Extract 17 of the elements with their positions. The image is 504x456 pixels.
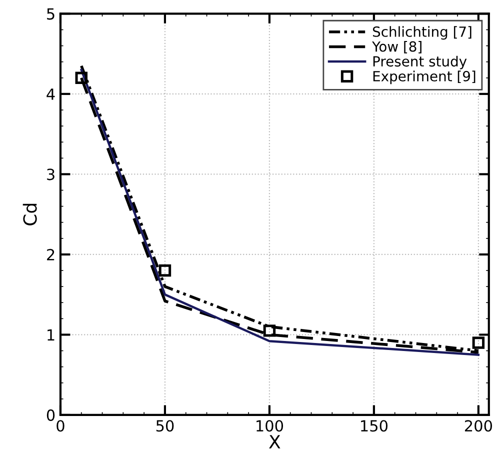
legend-label: Experiment [9]: [373, 70, 476, 84]
x-tick-label: 0: [56, 420, 64, 432]
x-tick-label: 150: [361, 420, 388, 432]
x-tick-label: 100: [256, 420, 284, 432]
legend-label: Schlichting [7]: [372, 26, 472, 40]
x-tick-label: 50: [156, 420, 174, 432]
y-tick-label: 2: [47, 248, 54, 260]
x-tick-label: 200: [464, 420, 492, 432]
x-axis-title: X: [269, 435, 280, 448]
y-tick-label: 4: [46, 88, 55, 100]
y-tick-label: 5: [47, 8, 54, 20]
y-axis-title: Cd: [22, 204, 37, 226]
y-tick-label: 0: [46, 409, 55, 421]
legend-label: Yow [8]: [372, 41, 422, 54]
y-tick-label: 1: [48, 329, 54, 341]
y-tick-label: 3: [47, 168, 54, 180]
legend-label: Present study: [373, 56, 467, 70]
